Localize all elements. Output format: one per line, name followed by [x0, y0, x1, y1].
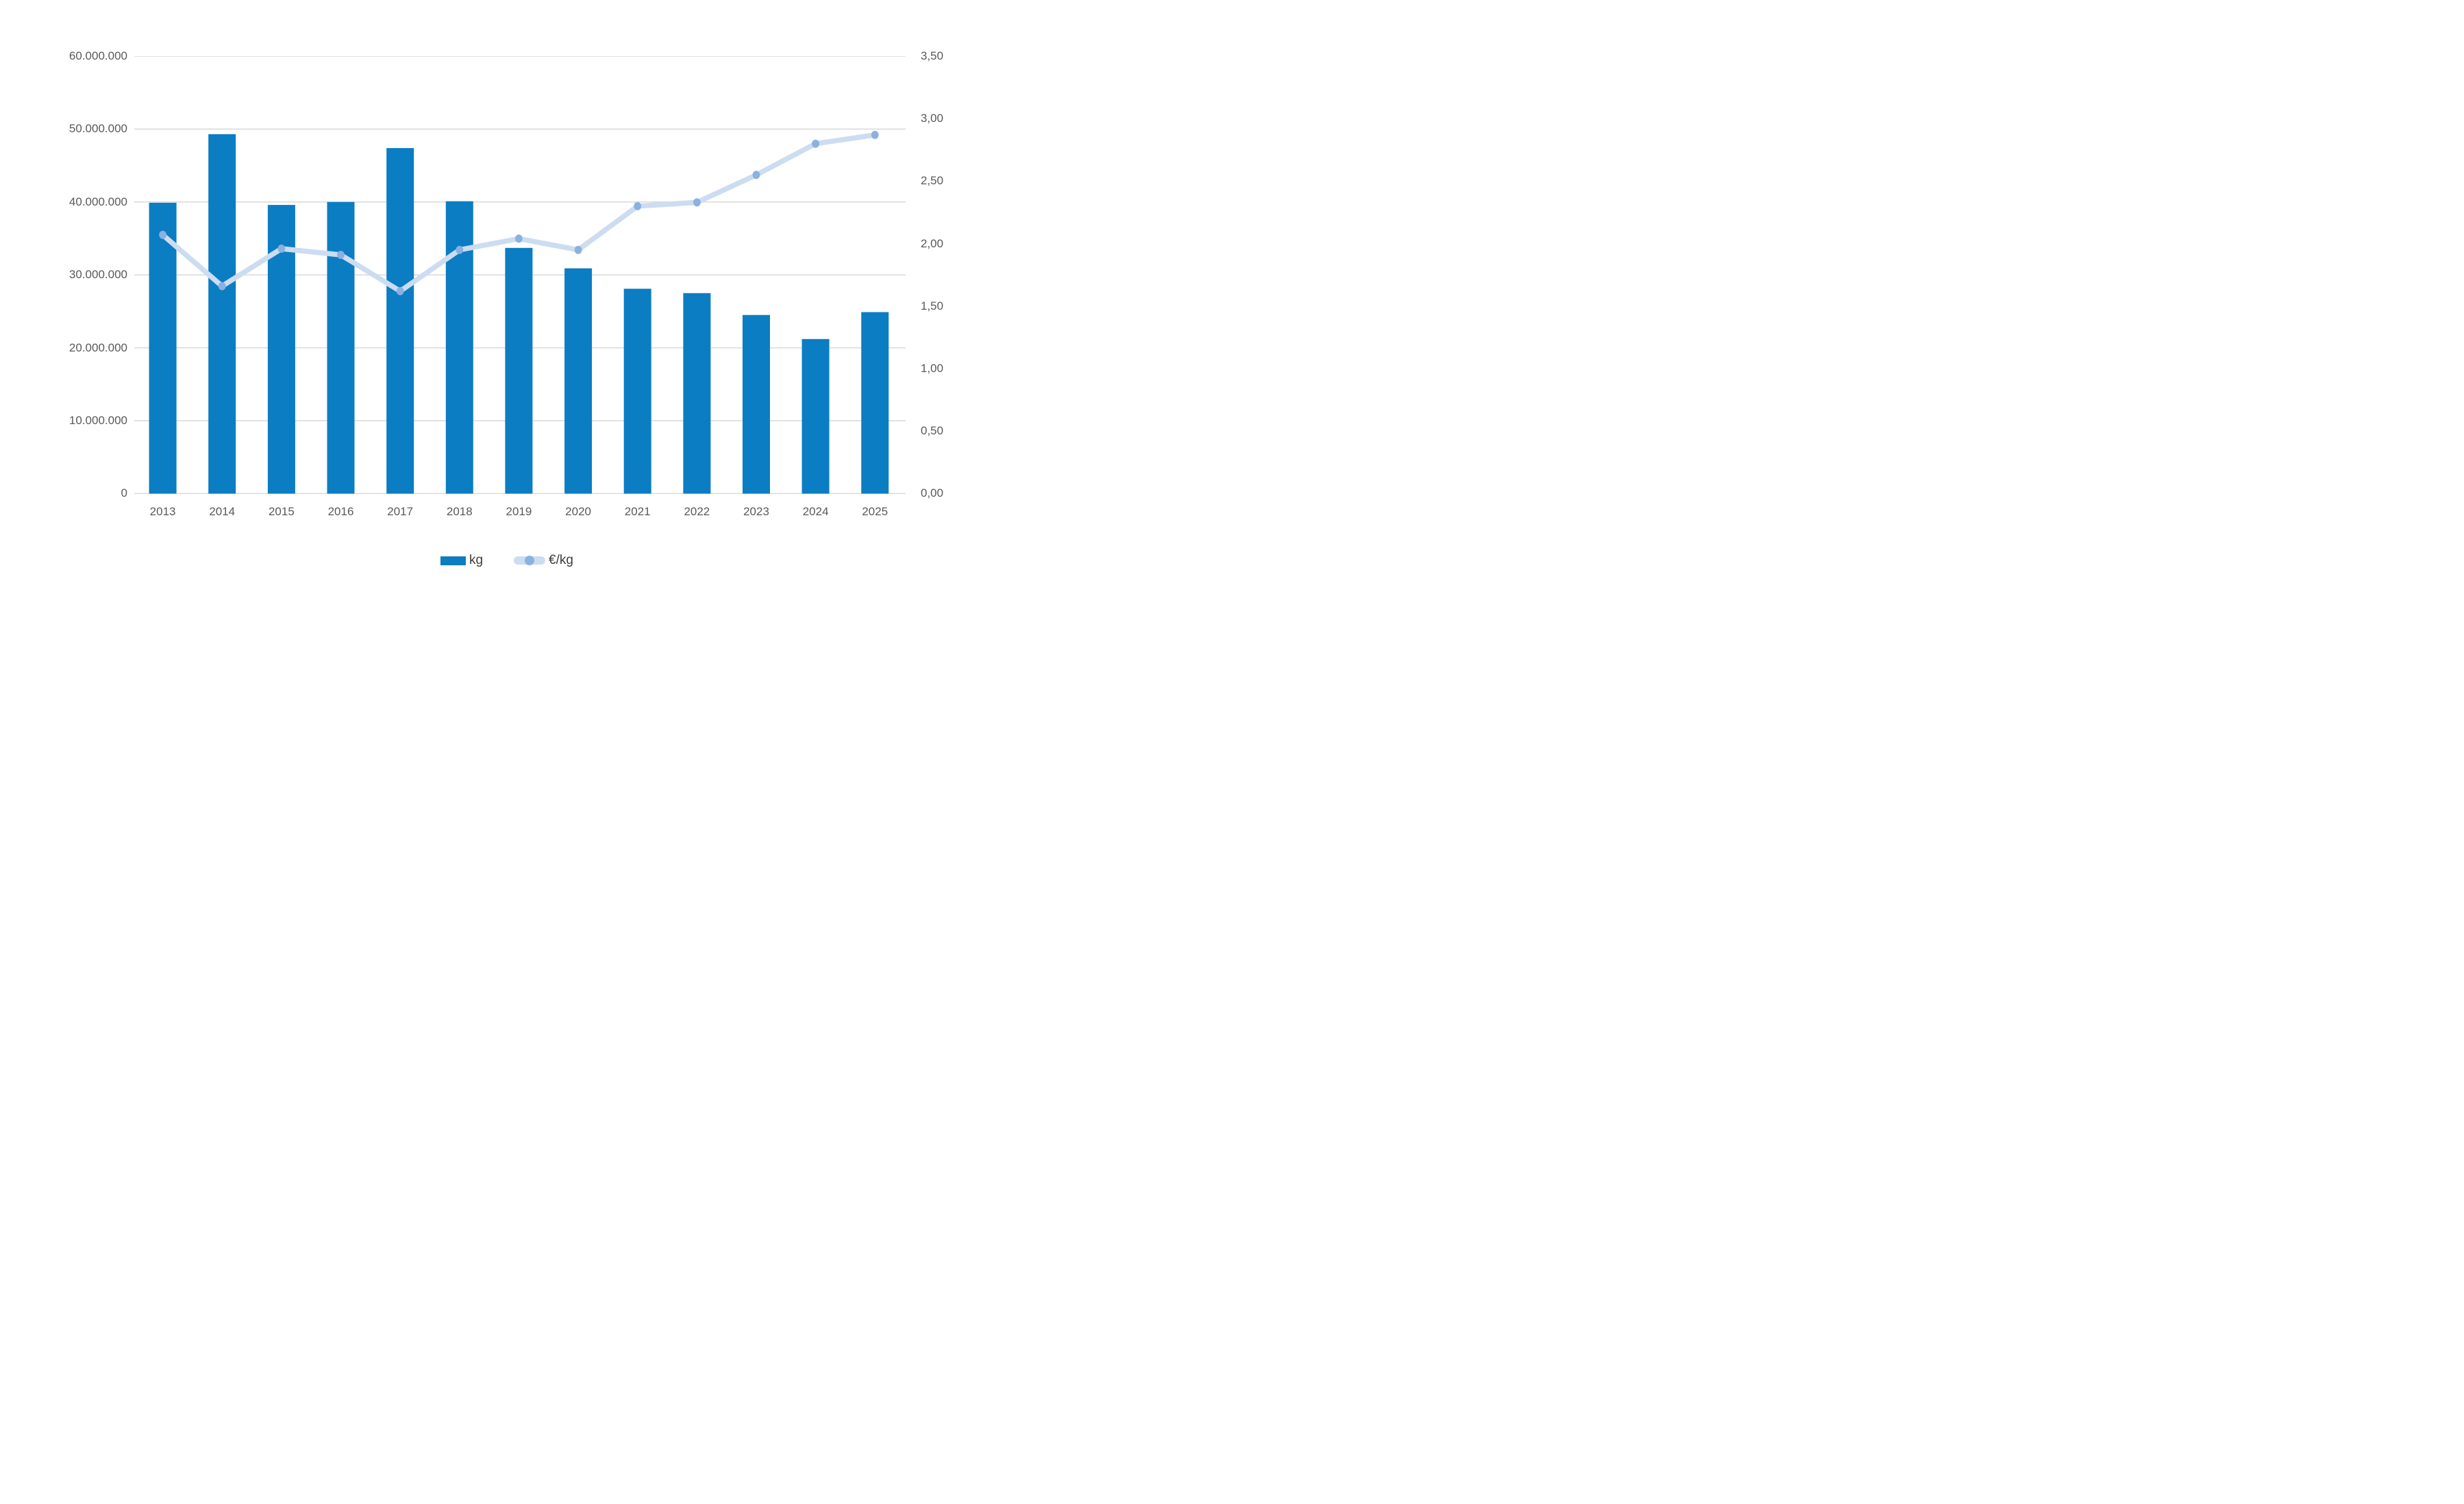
- bar-2022: [683, 293, 711, 494]
- price-marker-2016: [337, 251, 345, 259]
- kg-bar-swatch-icon: [440, 556, 466, 565]
- x-axis-label-2021: 2021: [624, 505, 651, 518]
- bar-2017: [386, 148, 414, 494]
- x-axis-label-2020: 2020: [565, 505, 591, 518]
- legend-item-eur-per-kg: €/kg: [514, 550, 573, 571]
- legend: kg €/kg: [0, 550, 986, 571]
- bar-2016: [327, 201, 355, 494]
- y-axis-right-tick: 1,50: [921, 299, 944, 312]
- bar-2018: [445, 201, 473, 494]
- x-axis-label-2019: 2019: [506, 505, 532, 518]
- price-marker-2013: [159, 230, 166, 239]
- price-marker-2019: [515, 234, 523, 243]
- y-axis-left-tick: 20.000.000: [69, 341, 127, 354]
- y-axis-right-tick: 0,50: [921, 424, 944, 438]
- x-axis-label-2025: 2025: [862, 505, 888, 518]
- price-marker-2023: [752, 171, 760, 180]
- price-marker-2021: [634, 201, 642, 210]
- price-marker-2020: [574, 245, 582, 254]
- x-axis-label-2023: 2023: [743, 505, 769, 518]
- price-marker-2025: [871, 130, 879, 139]
- price-marker-2022: [693, 198, 701, 207]
- x-axis-label-2014: 2014: [209, 505, 236, 518]
- x-axis-label-2013: 2013: [149, 505, 176, 518]
- eur-per-kg-line-swatch-icon: [514, 556, 545, 565]
- bar-2023: [743, 315, 770, 494]
- y-axis-right-tick: 3,50: [921, 49, 944, 62]
- y-axis-right-tick: 2,50: [921, 174, 944, 188]
- legend-item-kg: kg: [440, 550, 483, 571]
- bar-2025: [861, 312, 889, 494]
- bar-2020: [564, 268, 593, 494]
- x-axis-label-2024: 2024: [802, 505, 829, 518]
- y-axis-left-tick: 30.000.000: [69, 268, 127, 282]
- x-axis-label-2017: 2017: [387, 505, 414, 518]
- plot-area: [134, 56, 906, 494]
- price-marker-2014: [218, 282, 226, 291]
- y-axis-right-tick: 0,00: [921, 486, 944, 500]
- chart-canvas: 60.000.000 50.000.000 40.000.000 30.000.000…: [0, 0, 986, 602]
- bar-2021: [623, 288, 651, 494]
- x-axis-label-2018: 2018: [446, 505, 473, 518]
- bar-2024: [801, 338, 830, 494]
- bar-2013: [149, 202, 177, 494]
- price-marker-2018: [456, 245, 464, 254]
- y-axis-left-tick: 60.000.000: [69, 49, 127, 62]
- price-marker-2017: [396, 286, 404, 295]
- bar-2019: [505, 247, 533, 494]
- bar-2014: [208, 134, 236, 494]
- legend-label-eur-per-kg: €/kg: [549, 553, 573, 567]
- y-axis-right-tick: 2,00: [921, 236, 944, 250]
- price-marker-2024: [812, 139, 819, 148]
- y-axis-left-tick: 10.000.000: [69, 414, 127, 427]
- x-axis-label-2016: 2016: [327, 505, 354, 518]
- eur-per-kg-marker-icon: [525, 556, 534, 565]
- price-marker-2015: [277, 244, 286, 253]
- x-axis-label-2022: 2022: [684, 505, 710, 518]
- x-axis-label-2015: 2015: [268, 505, 295, 518]
- legend-label-kg: kg: [469, 553, 484, 567]
- y-axis-left-tick: 0: [121, 486, 127, 500]
- y-axis-right-tick: 1,00: [921, 362, 944, 375]
- y-axis-left-tick: 50.000.000: [69, 122, 127, 136]
- y-axis-right-tick: 3,00: [921, 112, 944, 125]
- y-axis-left-tick: 40.000.000: [69, 195, 127, 208]
